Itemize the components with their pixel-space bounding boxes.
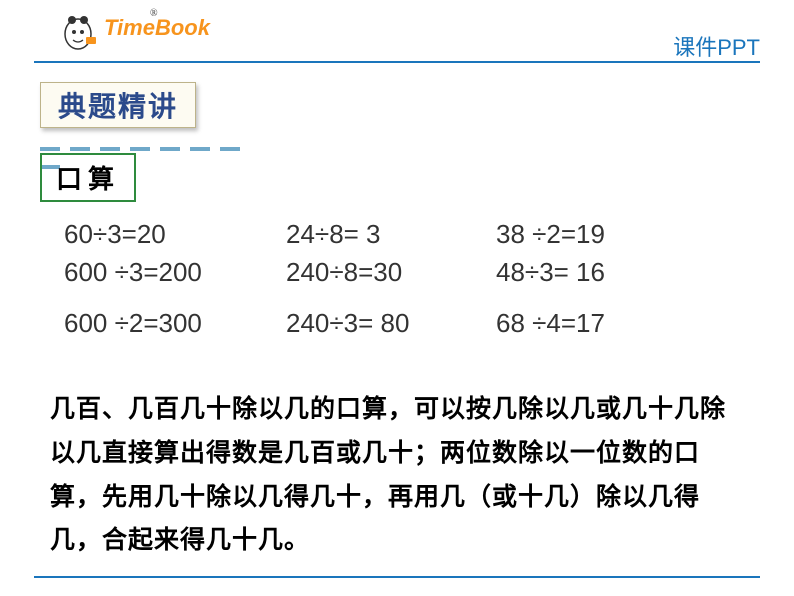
section-title: 典题精讲 (58, 85, 178, 125)
equation-row: 600 ÷3=200 240÷8=30 48÷3= 16 (64, 254, 605, 290)
equations-grid: 60÷3=20 24÷8= 3 38 ÷2=19 600 ÷3=200 240÷… (64, 216, 605, 343)
equation-cell: 60÷3=20 (64, 216, 286, 252)
brand-time: Time (104, 15, 155, 40)
subtitle-box: 口算 (40, 153, 136, 202)
section-title-box: 典题精讲 (40, 82, 196, 128)
timebook-logo-icon (58, 12, 98, 52)
dashed-underline (40, 138, 270, 144)
logo-area: ® TimeBook (58, 8, 210, 48)
equation-cell: 240÷8=30 (286, 254, 496, 290)
equation-cell: 240÷3= 80 (286, 305, 496, 341)
equation-row: 60÷3=20 24÷8= 3 38 ÷2=19 (64, 216, 605, 252)
registered-mark: ® (150, 8, 158, 19)
explanation-text: 几百、几百几十除以几的口算，可以按几除以几或几十几除以几直接算出得数是几百或几十… (50, 388, 744, 563)
equation-cell: 38 ÷2=19 (496, 216, 605, 252)
equation-row: 600 ÷2=300 240÷3= 80 68 ÷4=17 (64, 305, 605, 341)
ppt-label: 课件PPT (673, 30, 760, 62)
header-divider (34, 61, 760, 63)
equation-cell: 600 ÷3=200 (64, 254, 286, 290)
subtitle: 口算 (56, 165, 120, 194)
footer-divider (34, 576, 760, 578)
equation-cell: 600 ÷2=300 (64, 305, 286, 341)
brand-book: Book (155, 15, 210, 40)
equation-cell: 48÷3= 16 (496, 254, 605, 290)
equation-cell: 68 ÷4=17 (496, 305, 605, 341)
equation-cell: 24÷8= 3 (286, 216, 496, 252)
header: ® TimeBook 课件PPT (0, 0, 794, 62)
